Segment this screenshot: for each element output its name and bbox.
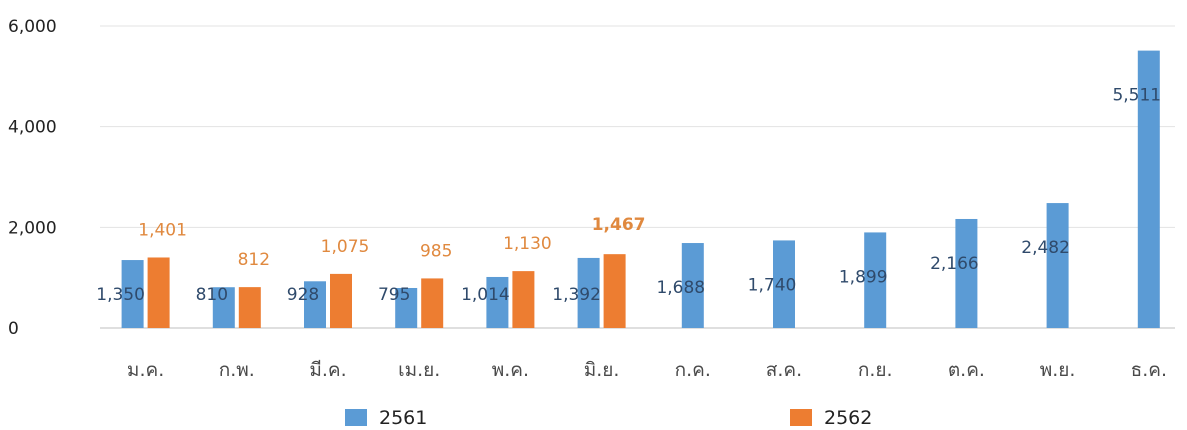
legend: 2561 2562 [345, 407, 872, 429]
bar-2561-4 [486, 276, 509, 328]
legend-swatch-2562 [790, 409, 812, 426]
x-tick-label: ก.พ. [219, 359, 255, 381]
bar-2562-4 [512, 271, 535, 328]
x-tick-label: พ.ค. [492, 359, 529, 381]
data-label-2561-8: 1,899 [839, 267, 888, 287]
data-label-2562-5: 1,467 [592, 215, 646, 235]
x-tick-label: มิ.ย. [584, 359, 620, 381]
bar-2561-8 [864, 232, 887, 328]
bar-2561-10 [1046, 203, 1069, 328]
data-labels: 1,350 1,401 810 812 928 1,075 795 985 1,014 1,130… [96, 86, 1161, 305]
data-label-2561-6: 1,688 [656, 278, 705, 298]
x-tick-label: ส.ค. [766, 359, 802, 381]
legend-swatch-2561 [345, 409, 367, 426]
bars [121, 50, 1160, 328]
legend-label-2562: 2562 [824, 407, 872, 429]
bar-2561-11 [1137, 50, 1160, 328]
bar-2561-9 [955, 218, 978, 328]
x-tick-label: ก.ย. [858, 359, 893, 381]
data-label-2562-2: 1,075 [321, 237, 370, 257]
bar-2562-1 [238, 287, 261, 328]
data-label-2561-7: 1,740 [748, 275, 797, 295]
bar-2561-5 [577, 257, 600, 328]
bar-2561-3 [395, 287, 418, 328]
bar-2561-0 [121, 260, 144, 328]
y-tick-label: 6,000 [8, 17, 57, 37]
x-tick-label: ม.ค. [127, 359, 164, 381]
bar-2561-1 [212, 287, 235, 328]
data-label-2562-1: 812 [238, 250, 270, 270]
data-label-2561-1: 810 [196, 285, 228, 305]
x-tick-label: มี.ค. [309, 359, 346, 381]
y-tick-label: 0 [8, 319, 19, 339]
x-axis-ticks: ม.ค. ก.พ. มี.ค. เม.ย. พ.ค. มิ.ย. ก.ค. ส.ค. ก.ย. ต… [127, 359, 1167, 381]
bar-2562-5 [603, 254, 626, 328]
x-tick-label: พ.ย. [1040, 359, 1076, 381]
bar-2561-7 [773, 240, 795, 328]
x-tick-label: ธ.ค. [1131, 359, 1167, 381]
bar-2562-0 [147, 257, 170, 328]
data-label-2561-11: 5,511 [1112, 86, 1161, 106]
y-tick-label: 2,000 [8, 218, 57, 238]
x-tick-label: เม.ย. [398, 359, 440, 381]
data-label-2561-0: 1,350 [96, 285, 145, 305]
x-tick-label: ต.ค. [948, 359, 985, 381]
data-label-2561-3: 795 [378, 285, 410, 305]
data-label-2561-9: 2,166 [930, 254, 979, 274]
bar-2561-2 [304, 281, 326, 328]
bar-2562-2 [330, 273, 352, 328]
bar-2562-3 [421, 278, 444, 328]
data-label-2562-4: 1,130 [503, 234, 552, 254]
gridlines [100, 25, 1175, 329]
y-tick-label: 4,000 [8, 118, 57, 138]
bar-2561-6 [681, 243, 704, 328]
data-label-2562-0: 1,401 [138, 220, 187, 240]
data-label-2561-5: 1,392 [552, 285, 601, 305]
x-tick-label: ก.ค. [675, 359, 711, 381]
y-axis-ticks: 0 2,000 4,000 6,000 [8, 17, 57, 339]
data-label-2561-4: 1,014 [461, 285, 510, 305]
legend-label-2561: 2561 [379, 407, 427, 429]
data-label-2562-3: 985 [420, 241, 452, 261]
data-label-2561-2: 928 [287, 285, 319, 305]
data-label-2561-10: 2,482 [1021, 238, 1070, 258]
